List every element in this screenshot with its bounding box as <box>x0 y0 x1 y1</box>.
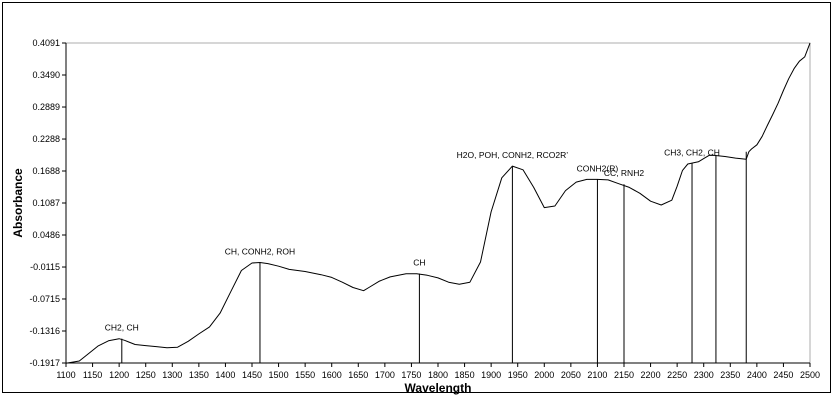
annotation-label: CONH2(R) <box>577 163 619 173</box>
x-tick-label: 2400 <box>747 370 767 380</box>
x-tick-label: 1600 <box>322 370 342 380</box>
x-tick-label: 1300 <box>162 370 182 380</box>
absorbance-series-line <box>65 42 811 364</box>
x-tick-label: 1650 <box>348 370 368 380</box>
x-tick-label: 1900 <box>481 370 501 380</box>
y-tick-label: 0.2288 <box>32 134 60 144</box>
annotation-label: CC, RNH2 <box>604 168 644 178</box>
x-tick-label: 1200 <box>109 370 129 380</box>
annotation-label: CH, CONH2, ROH <box>225 246 295 256</box>
x-tick-label: 2200 <box>641 370 661 380</box>
annotation-lines <box>121 151 747 363</box>
plot-area <box>65 42 811 364</box>
x-tick-label: 2250 <box>667 370 687 380</box>
y-tick-label: 0.3490 <box>32 70 60 80</box>
y-tick-label: 0.4091 <box>32 38 60 48</box>
x-axis-title: Wavelength <box>405 381 472 395</box>
annotation-label: H2O, POH, CONH2, RCO2R’ <box>457 150 569 160</box>
x-tick-label: 1450 <box>242 370 262 380</box>
x-axis: 1100 1150 1200 1250 1300 1350 1400 1450 1500 1550… <box>56 363 820 380</box>
x-tick-label: 1400 <box>215 370 235 380</box>
x-tick-label: 2500 <box>800 370 820 380</box>
x-tick-label: 1800 <box>428 370 448 380</box>
y-axis-title: Absorbance <box>11 168 25 238</box>
x-tick-label: 1100 <box>56 370 75 380</box>
x-tick-label: 1500 <box>269 370 289 380</box>
annotation-label: CH3, CH2, CH <box>664 147 720 157</box>
x-tick-label: 2150 <box>614 370 634 380</box>
x-tick-label: 1950 <box>508 370 528 380</box>
annotation-labels: CH2, CH CH, CONH2, ROH CH H2O, POH, CONH2, … <box>105 147 720 332</box>
plot-border <box>65 42 811 364</box>
x-tick-label: 2450 <box>773 370 793 380</box>
x-tick-label: 1150 <box>83 370 102 380</box>
x-tick-label: 2350 <box>720 370 740 380</box>
y-tick-label: 0.1688 <box>32 166 60 176</box>
x-tick-label: 1850 <box>455 370 475 380</box>
x-tick-label: 2300 <box>694 370 714 380</box>
x-tick-label: 2050 <box>561 370 581 380</box>
x-tick-label: 1350 <box>189 370 209 380</box>
annotation-label: CH2, CH <box>105 323 139 333</box>
y-tick-label: -0.0115 <box>30 262 60 272</box>
y-tick-label: 0.1087 <box>32 198 60 208</box>
series-group <box>65 42 811 364</box>
y-tick-label: -0.1316 <box>29 326 60 336</box>
x-tick-label: 2100 <box>587 370 607 380</box>
x-tick-label: 1550 <box>295 370 315 380</box>
y-tick-label: 0.2889 <box>32 102 60 112</box>
y-axis: 0.4091 0.3490 0.2889 0.2288 0.1688 0.1087 0.04… <box>29 38 66 368</box>
y-tick-label: 0.0486 <box>32 230 60 240</box>
y-tick-label: -0.1917 <box>29 358 60 368</box>
annotation-label: CH <box>413 258 425 268</box>
x-tick-label: 1750 <box>401 370 421 380</box>
x-tick-label: 1700 <box>375 370 395 380</box>
x-tick-label: 2000 <box>534 370 554 380</box>
y-tick-label: -0.0715 <box>29 294 60 304</box>
x-tick-label: 1250 <box>136 370 156 380</box>
